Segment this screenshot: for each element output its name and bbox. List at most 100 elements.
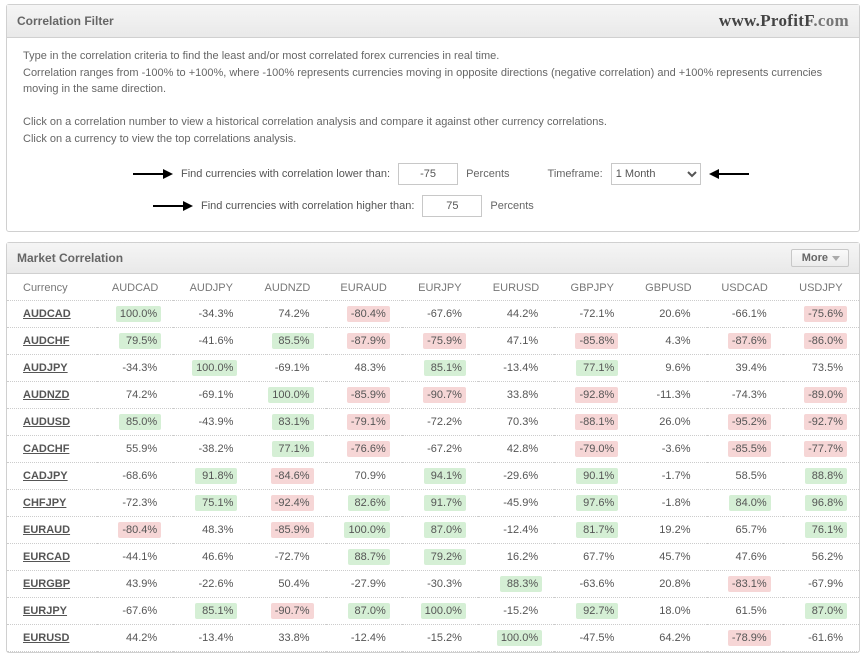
correlation-cell[interactable]: 100.0% bbox=[173, 355, 249, 382]
correlation-cell[interactable]: -88.1% bbox=[554, 409, 630, 436]
correlation-cell[interactable]: 61.5% bbox=[707, 598, 783, 625]
correlation-cell[interactable]: 70.9% bbox=[326, 463, 402, 490]
currency-link[interactable]: AUDJPY bbox=[7, 355, 97, 382]
correlation-cell[interactable]: -34.3% bbox=[97, 355, 173, 382]
correlation-cell[interactable]: 39.4% bbox=[707, 355, 783, 382]
correlation-cell[interactable]: 74.2% bbox=[249, 301, 325, 328]
currency-link[interactable]: EURAUD bbox=[7, 517, 97, 544]
col-audnzd[interactable]: AUDNZD bbox=[249, 274, 325, 301]
correlation-cell[interactable]: 44.2% bbox=[97, 625, 173, 652]
correlation-cell[interactable]: 64.2% bbox=[630, 625, 706, 652]
currency-link[interactable]: EURGBP bbox=[7, 571, 97, 598]
currency-link[interactable]: CADCHF bbox=[7, 436, 97, 463]
higher-input[interactable] bbox=[422, 195, 482, 217]
correlation-cell[interactable]: -90.7% bbox=[402, 382, 478, 409]
correlation-cell[interactable]: 58.5% bbox=[707, 463, 783, 490]
col-usdcad[interactable]: USDCAD bbox=[707, 274, 783, 301]
lower-input[interactable] bbox=[398, 163, 458, 185]
correlation-cell[interactable]: 91.7% bbox=[402, 490, 478, 517]
correlation-cell[interactable]: 50.4% bbox=[249, 571, 325, 598]
correlation-cell[interactable]: 100.0% bbox=[326, 517, 402, 544]
correlation-cell[interactable]: -95.2% bbox=[707, 409, 783, 436]
timeframe-select[interactable]: 1 Month bbox=[611, 163, 701, 185]
correlation-cell[interactable]: 100.0% bbox=[97, 301, 173, 328]
correlation-cell[interactable]: 84.0% bbox=[707, 490, 783, 517]
correlation-cell[interactable]: -12.4% bbox=[326, 625, 402, 652]
correlation-cell[interactable]: -85.9% bbox=[326, 382, 402, 409]
correlation-cell[interactable]: -1.7% bbox=[630, 463, 706, 490]
correlation-cell[interactable]: -1.8% bbox=[630, 490, 706, 517]
correlation-cell[interactable]: 9.6% bbox=[630, 355, 706, 382]
correlation-cell[interactable]: -80.4% bbox=[326, 301, 402, 328]
currency-link[interactable]: AUDUSD bbox=[7, 409, 97, 436]
correlation-cell[interactable]: -34.3% bbox=[173, 301, 249, 328]
correlation-cell[interactable]: 47.6% bbox=[707, 544, 783, 571]
correlation-cell[interactable]: -83.1% bbox=[707, 571, 783, 598]
correlation-cell[interactable]: 47.1% bbox=[478, 328, 554, 355]
correlation-cell[interactable]: 74.2% bbox=[97, 382, 173, 409]
correlation-cell[interactable]: -11.3% bbox=[630, 382, 706, 409]
correlation-cell[interactable]: 19.2% bbox=[630, 517, 706, 544]
correlation-cell[interactable]: 65.7% bbox=[707, 517, 783, 544]
correlation-cell[interactable]: -87.6% bbox=[707, 328, 783, 355]
correlation-cell[interactable]: -86.0% bbox=[783, 328, 859, 355]
correlation-cell[interactable]: 55.9% bbox=[97, 436, 173, 463]
correlation-cell[interactable]: -67.6% bbox=[97, 598, 173, 625]
correlation-cell[interactable]: 4.3% bbox=[630, 328, 706, 355]
correlation-cell[interactable]: 46.6% bbox=[173, 544, 249, 571]
correlation-cell[interactable]: 77.1% bbox=[554, 355, 630, 382]
col-usdjpy[interactable]: USDJPY bbox=[783, 274, 859, 301]
correlation-cell[interactable]: -30.3% bbox=[402, 571, 478, 598]
correlation-cell[interactable]: 20.6% bbox=[630, 301, 706, 328]
correlation-cell[interactable]: 56.2% bbox=[783, 544, 859, 571]
col-euraud[interactable]: EURAUD bbox=[326, 274, 402, 301]
correlation-cell[interactable]: -67.2% bbox=[402, 436, 478, 463]
correlation-cell[interactable]: 48.3% bbox=[173, 517, 249, 544]
correlation-cell[interactable]: -61.6% bbox=[783, 625, 859, 652]
correlation-cell[interactable]: -89.0% bbox=[783, 382, 859, 409]
correlation-cell[interactable]: 88.7% bbox=[326, 544, 402, 571]
correlation-cell[interactable]: 18.0% bbox=[630, 598, 706, 625]
correlation-cell[interactable]: 87.0% bbox=[326, 598, 402, 625]
correlation-cell[interactable]: -77.7% bbox=[783, 436, 859, 463]
correlation-cell[interactable]: 70.3% bbox=[478, 409, 554, 436]
correlation-cell[interactable]: -47.5% bbox=[554, 625, 630, 652]
correlation-cell[interactable]: -67.6% bbox=[402, 301, 478, 328]
correlation-cell[interactable]: -92.7% bbox=[783, 409, 859, 436]
correlation-cell[interactable]: -13.4% bbox=[173, 625, 249, 652]
correlation-cell[interactable]: 85.5% bbox=[249, 328, 325, 355]
correlation-cell[interactable]: -92.8% bbox=[554, 382, 630, 409]
more-button[interactable]: More bbox=[791, 249, 849, 267]
correlation-cell[interactable]: 73.5% bbox=[783, 355, 859, 382]
correlation-cell[interactable]: 91.8% bbox=[173, 463, 249, 490]
correlation-cell[interactable]: 81.7% bbox=[554, 517, 630, 544]
correlation-cell[interactable]: -41.6% bbox=[173, 328, 249, 355]
correlation-cell[interactable]: -38.2% bbox=[173, 436, 249, 463]
correlation-cell[interactable]: 88.3% bbox=[478, 571, 554, 598]
currency-link[interactable]: AUDCHF bbox=[7, 328, 97, 355]
correlation-cell[interactable]: 83.1% bbox=[249, 409, 325, 436]
correlation-cell[interactable]: 87.0% bbox=[402, 517, 478, 544]
correlation-cell[interactable]: 90.1% bbox=[554, 463, 630, 490]
correlation-cell[interactable]: 82.6% bbox=[326, 490, 402, 517]
correlation-cell[interactable]: -72.3% bbox=[97, 490, 173, 517]
correlation-cell[interactable]: 96.8% bbox=[783, 490, 859, 517]
correlation-cell[interactable]: 20.8% bbox=[630, 571, 706, 598]
correlation-cell[interactable]: 26.0% bbox=[630, 409, 706, 436]
correlation-cell[interactable]: -72.7% bbox=[249, 544, 325, 571]
correlation-cell[interactable]: -78.9% bbox=[707, 625, 783, 652]
correlation-cell[interactable]: 94.1% bbox=[402, 463, 478, 490]
correlation-cell[interactable]: 87.0% bbox=[783, 598, 859, 625]
correlation-cell[interactable]: -68.6% bbox=[97, 463, 173, 490]
col-audjpy[interactable]: AUDJPY bbox=[173, 274, 249, 301]
correlation-cell[interactable]: 48.3% bbox=[326, 355, 402, 382]
correlation-cell[interactable]: 43.9% bbox=[97, 571, 173, 598]
col-eurjpy[interactable]: EURJPY bbox=[402, 274, 478, 301]
correlation-cell[interactable]: -44.1% bbox=[97, 544, 173, 571]
currency-link[interactable]: EURCAD bbox=[7, 544, 97, 571]
correlation-cell[interactable]: -87.9% bbox=[326, 328, 402, 355]
currency-link[interactable]: EURUSD bbox=[7, 625, 97, 652]
correlation-cell[interactable]: -84.6% bbox=[249, 463, 325, 490]
correlation-cell[interactable]: 76.1% bbox=[783, 517, 859, 544]
correlation-cell[interactable]: 42.8% bbox=[478, 436, 554, 463]
